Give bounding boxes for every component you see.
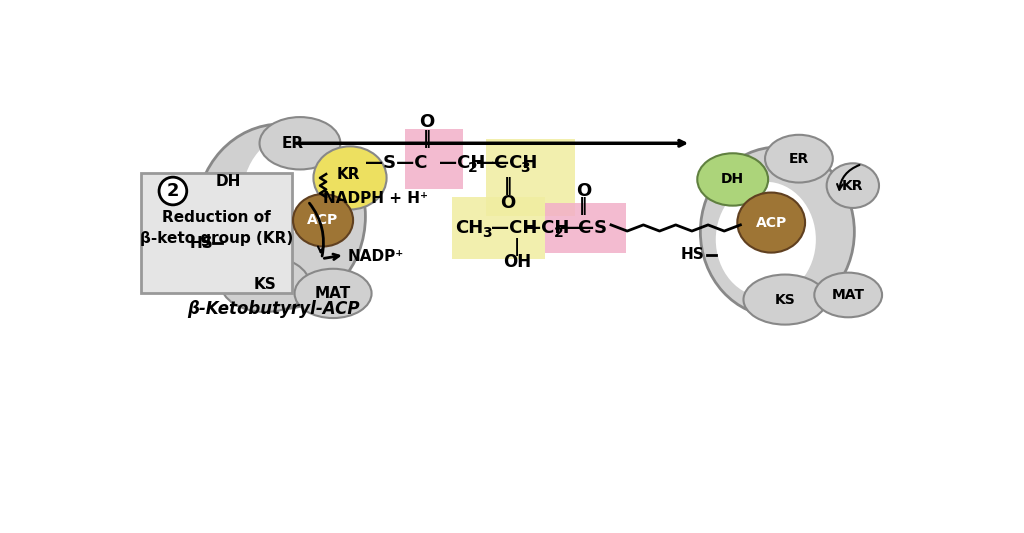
Text: —CH: —CH xyxy=(490,154,538,172)
Text: MAT: MAT xyxy=(831,288,864,302)
Text: —C: —C xyxy=(475,154,507,172)
Text: O: O xyxy=(575,182,591,200)
Text: ‖: ‖ xyxy=(504,176,512,195)
Ellipse shape xyxy=(743,274,826,325)
Text: ER: ER xyxy=(282,136,303,151)
Text: NADPH + H⁺: NADPH + H⁺ xyxy=(323,191,428,206)
Ellipse shape xyxy=(221,256,309,312)
Ellipse shape xyxy=(243,134,350,261)
Text: KS: KS xyxy=(254,277,276,292)
Text: KR: KR xyxy=(842,179,863,192)
Text: ‖: ‖ xyxy=(580,197,588,215)
Text: β-Ketobutyryl-ACP: β-Ketobutyryl-ACP xyxy=(186,300,359,318)
Text: —S: —S xyxy=(575,219,607,237)
Ellipse shape xyxy=(737,192,805,253)
Circle shape xyxy=(159,177,186,205)
FancyBboxPatch shape xyxy=(486,140,574,216)
Text: ACP: ACP xyxy=(756,215,786,230)
Ellipse shape xyxy=(225,232,344,294)
Text: HS: HS xyxy=(681,247,705,262)
Text: O: O xyxy=(501,193,515,212)
Ellipse shape xyxy=(716,182,816,297)
Text: OH: OH xyxy=(503,253,531,271)
Text: ‖: ‖ xyxy=(423,131,431,148)
Text: O: O xyxy=(420,114,434,132)
Text: MAT: MAT xyxy=(315,286,351,301)
Text: NADP⁺: NADP⁺ xyxy=(348,249,403,264)
FancyBboxPatch shape xyxy=(453,197,545,259)
Text: —CH: —CH xyxy=(490,219,538,237)
Text: 3: 3 xyxy=(482,227,493,240)
Ellipse shape xyxy=(700,147,854,317)
Text: Reduction of
β-keto group (KR): Reduction of β-keto group (KR) xyxy=(140,210,294,246)
Text: ER: ER xyxy=(788,152,809,166)
FancyBboxPatch shape xyxy=(406,130,463,189)
Text: DH: DH xyxy=(216,174,241,189)
Ellipse shape xyxy=(697,154,768,206)
FancyBboxPatch shape xyxy=(141,173,292,293)
Text: 2: 2 xyxy=(554,227,564,240)
Text: HS: HS xyxy=(189,236,213,251)
FancyBboxPatch shape xyxy=(545,203,626,253)
Ellipse shape xyxy=(814,273,882,317)
Text: DH: DH xyxy=(721,173,744,187)
Ellipse shape xyxy=(826,163,879,208)
Ellipse shape xyxy=(295,269,372,318)
Text: |: | xyxy=(514,238,520,256)
Text: 2: 2 xyxy=(167,182,179,200)
Text: ACP: ACP xyxy=(307,213,339,227)
Ellipse shape xyxy=(196,124,366,309)
Text: —C: —C xyxy=(560,219,592,237)
Ellipse shape xyxy=(313,147,387,209)
Text: 2: 2 xyxy=(468,161,477,175)
Text: 3: 3 xyxy=(520,161,529,175)
Text: —CH: —CH xyxy=(438,154,485,172)
Text: —CH: —CH xyxy=(523,219,569,237)
Ellipse shape xyxy=(765,135,833,182)
Text: KR: KR xyxy=(337,167,360,182)
Ellipse shape xyxy=(259,117,340,169)
Text: KS: KS xyxy=(775,293,796,306)
Ellipse shape xyxy=(293,194,353,246)
Text: —S—C: —S—C xyxy=(366,154,428,172)
Text: CH: CH xyxy=(456,219,483,237)
